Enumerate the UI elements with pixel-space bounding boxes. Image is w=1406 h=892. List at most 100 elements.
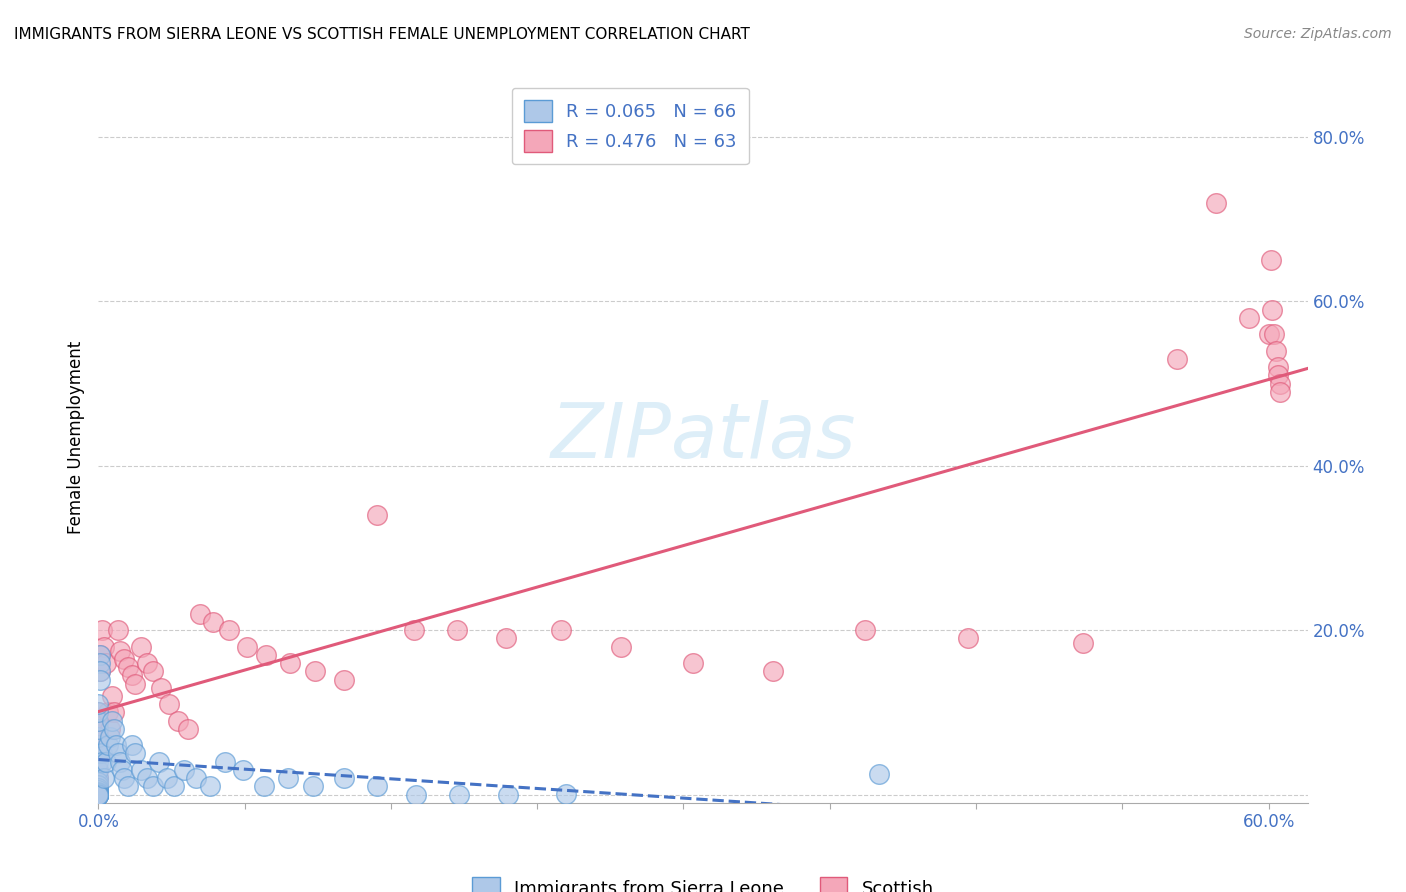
Point [495,632,517,646]
Point [97,739,120,753]
Point [278,656,301,670]
Point [136,771,159,785]
Point [89,673,111,687]
Point [232,763,254,777]
Point [87,755,110,769]
Point [184,771,207,785]
Point [87,771,110,785]
Point [1260,253,1282,268]
Point [87,783,110,797]
Point [121,668,143,682]
Point [89,648,111,662]
Point [254,648,277,662]
Point [101,714,124,728]
Point [117,660,139,674]
Point [87,714,110,728]
Point [87,706,110,720]
Point [87,788,110,802]
Point [1267,360,1289,375]
Point [1071,635,1094,649]
Point [87,786,110,800]
Point [91,624,114,638]
Point [1270,384,1292,399]
Point [112,652,135,666]
Point [89,656,111,670]
Point [202,615,225,629]
Point [1265,343,1288,358]
Point [1166,351,1188,366]
Point [111,763,134,777]
Point [87,706,110,720]
Point [173,763,195,777]
Point [103,722,125,736]
Point [136,656,159,670]
Point [91,755,114,769]
Point [96,755,118,769]
Text: Source: ZipAtlas.com: Source: ZipAtlas.com [1244,27,1392,41]
Point [87,780,110,795]
Point [555,787,578,801]
Point [142,780,165,794]
Legend: Immigrants from Sierra Leone, Scottish: Immigrants from Sierra Leone, Scottish [458,863,948,892]
Point [87,778,110,792]
Point [1270,376,1292,391]
Point [1237,310,1260,325]
Point [104,739,127,753]
Point [868,767,890,781]
Point [496,788,519,802]
Point [108,644,131,658]
Point [87,775,110,789]
Point [89,648,111,662]
Point [333,673,356,687]
Point [87,785,110,799]
Text: ZIPatlas: ZIPatlas [550,401,856,474]
Point [87,771,110,785]
Point [87,730,110,744]
Point [253,780,276,794]
Point [853,624,876,638]
Point [156,771,179,785]
Point [87,747,110,761]
Point [149,681,172,695]
Point [87,788,110,802]
Point [404,624,426,638]
Point [98,722,121,736]
Point [167,714,190,728]
Point [405,788,427,802]
Point [277,771,299,785]
Point [449,788,471,802]
Point [302,780,325,794]
Text: IMMIGRANTS FROM SIERRA LEONE VS SCOTTISH FEMALE UNEMPLOYMENT CORRELATION CHART: IMMIGRANTS FROM SIERRA LEONE VS SCOTTISH… [14,27,749,42]
Point [87,722,110,736]
Point [87,788,110,802]
Point [87,788,110,802]
Point [1261,302,1284,317]
Point [87,788,110,802]
Point [96,656,118,670]
Point [87,763,110,777]
Point [108,755,131,769]
Point [87,739,110,753]
Point [87,788,110,802]
Point [1267,368,1289,383]
Point [218,624,240,638]
Point [124,676,146,690]
Point [87,747,110,761]
Point [366,780,388,794]
Point [87,788,110,802]
Point [124,747,146,761]
Point [91,747,114,761]
Point [682,656,704,670]
Point [131,640,153,654]
Point [107,747,129,761]
Point [131,763,153,777]
Point [93,771,115,785]
Point [98,730,121,744]
Point [142,665,165,679]
Point [93,640,115,654]
Point [112,771,135,785]
Point [89,665,111,679]
Point [107,624,129,638]
Point [89,665,111,679]
Point [610,640,633,654]
